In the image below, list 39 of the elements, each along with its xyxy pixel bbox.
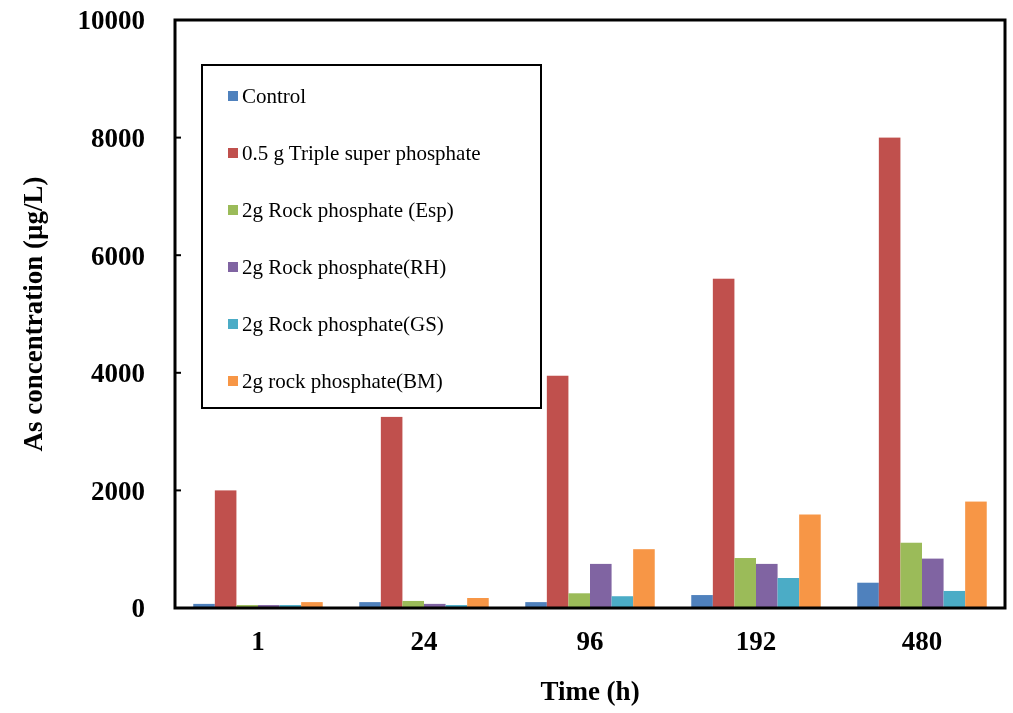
bar bbox=[214, 490, 237, 608]
bar bbox=[691, 595, 713, 608]
bar bbox=[712, 278, 735, 608]
bar bbox=[900, 542, 922, 608]
x-tick-label: 192 bbox=[735, 626, 777, 656]
bar bbox=[546, 375, 569, 608]
y-tick-label: 4000 bbox=[91, 358, 145, 389]
bar bbox=[777, 578, 800, 608]
bar bbox=[857, 582, 879, 608]
legend-label: 2g Rock phosphate(GS) bbox=[242, 312, 444, 337]
legend-label: 0.5 g Triple super phosphate bbox=[242, 141, 481, 166]
x-tick-label: 96 bbox=[576, 626, 604, 656]
x-axis-title: Time (h) bbox=[540, 676, 640, 706]
bar bbox=[965, 501, 987, 608]
y-tick-label: 10000 bbox=[77, 5, 145, 36]
y-tick-label: 6000 bbox=[91, 240, 145, 271]
bar bbox=[878, 137, 901, 608]
x-tick-label: 1 bbox=[251, 626, 265, 656]
x-tick-label: 24 bbox=[410, 626, 438, 656]
x-tick-label: 480 bbox=[901, 626, 943, 656]
bar bbox=[756, 563, 778, 608]
bar bbox=[611, 596, 634, 608]
bar bbox=[380, 416, 403, 608]
bar bbox=[633, 549, 655, 608]
y-tick-label: 2000 bbox=[91, 475, 145, 506]
legend-label: 2g Rock phosphate (Esp) bbox=[242, 198, 454, 223]
legend-label: 2g Rock phosphate(RH) bbox=[242, 255, 447, 280]
y-axis-title: As concentration (µg/L) bbox=[18, 176, 48, 452]
bar bbox=[799, 514, 821, 608]
bar bbox=[467, 598, 489, 608]
bar bbox=[568, 593, 590, 608]
y-tick-label: 8000 bbox=[91, 123, 145, 154]
bar bbox=[922, 558, 944, 608]
legend-label: 2g rock phosphate(BM) bbox=[242, 369, 443, 394]
bar bbox=[590, 563, 612, 608]
bar bbox=[734, 558, 756, 608]
y-tick-label: 0 bbox=[131, 593, 145, 624]
bar bbox=[943, 590, 966, 608]
legend-label: Control bbox=[242, 84, 307, 109]
